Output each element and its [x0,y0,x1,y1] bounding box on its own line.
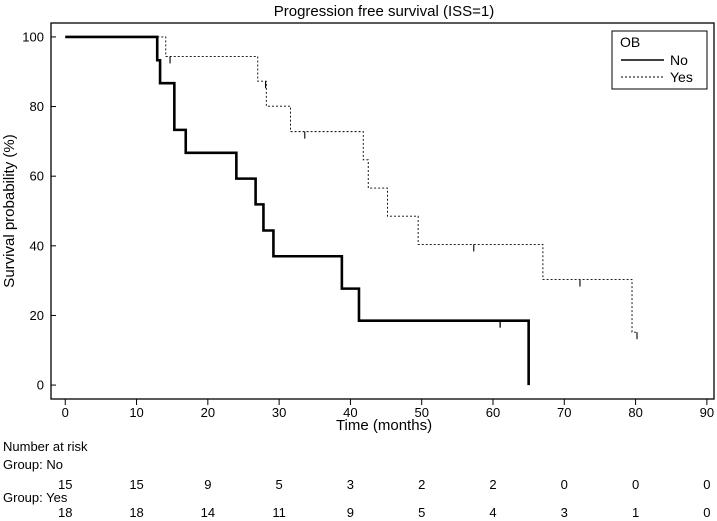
y-tick-label-0: 0 [37,378,44,393]
y-tick-label-100: 100 [22,29,44,44]
risk-row-yes: 18 18 14 11 9 5 4 3 1 0 [58,505,710,520]
risk-value-yes-t0: 18 [58,505,72,520]
series-layer [65,35,638,386]
legend-title: OB [620,34,640,50]
x-tick-label-50: 50 [414,405,428,420]
plot-frame [50,22,715,400]
x-tick-label-70: 70 [557,405,571,420]
y-axis: 0 20 40 60 80 100 [22,29,56,393]
x-tick-label-60: 60 [486,405,500,420]
risk-value-yes-t20: 14 [201,505,215,520]
y-axis-label: Survival probability (%) [1,134,18,287]
risk-group-label-no: Group: No [3,457,63,472]
y-tick-label-20: 20 [30,308,44,323]
risk-value-no-t70: 0 [561,477,568,492]
risk-table: Number at risk Group: No Group: Yes 15 15… [3,439,710,520]
risk-value-yes-t70: 3 [561,505,568,520]
risk-value-yes-t30: 11 [272,505,286,520]
x-tick-label-90: 90 [700,405,714,420]
risk-value-no-t0: 15 [58,477,72,492]
risk-value-yes-t80: 1 [632,505,639,520]
risk-value-yes-t50: 5 [418,505,425,520]
risk-value-yes-t40: 9 [347,505,354,520]
x-tick-label-20: 20 [201,405,215,420]
risk-value-no-t50: 2 [418,477,425,492]
x-axis-label: Time (months) [336,417,432,434]
legend-label-no: No [670,52,688,68]
x-tick-label-80: 80 [628,405,642,420]
legend-label-yes: Yes [670,69,693,85]
x-tick-label-0: 0 [62,405,69,420]
y-tick-label-80: 80 [30,99,44,114]
risk-value-no-t80: 0 [632,477,639,492]
x-tick-label-10: 10 [129,405,143,420]
legend: OB No Yes [611,30,708,90]
risk-value-no-t10: 15 [129,477,143,492]
series-no-curve [65,35,530,386]
y-tick-label-40: 40 [30,238,44,253]
risk-value-no-t40: 3 [347,477,354,492]
risk-row-no: 15 15 9 5 3 2 2 0 0 0 [58,477,710,492]
series-yes-curve [65,36,638,333]
risk-value-no-t20: 9 [204,477,211,492]
risk-value-yes-t60: 4 [489,505,496,520]
chart-title: Progression free survival (ISS=1) [274,3,495,20]
x-tick-label-40: 40 [343,405,357,420]
x-axis: 0 10 20 30 40 50 60 70 80 90 [62,399,714,420]
risk-value-no-t30: 5 [276,477,283,492]
y-tick-label-60: 60 [30,169,44,184]
risk-value-no-t90: 0 [703,477,710,492]
risk-group-label-yes: Group: Yes [3,490,68,505]
risk-value-yes-t90: 0 [703,505,710,520]
risk-value-yes-t10: 18 [129,505,143,520]
risk-table-heading: Number at risk [3,439,88,454]
x-tick-label-30: 30 [272,405,286,420]
risk-value-no-t60: 2 [489,477,496,492]
